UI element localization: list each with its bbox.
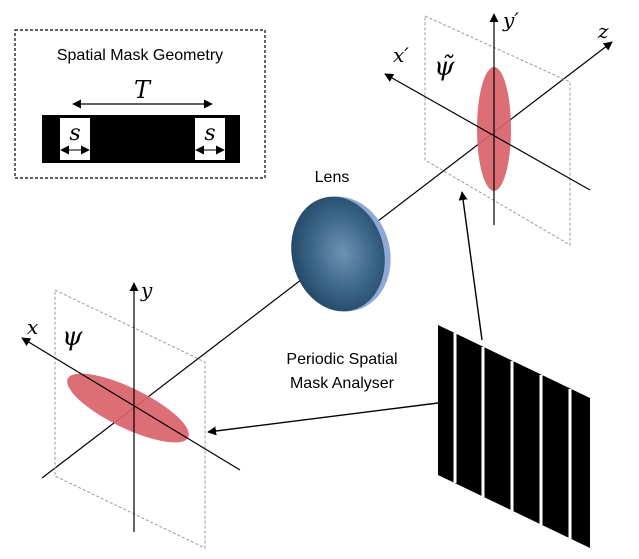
input-field-ellipse [67,373,189,443]
analyser-label-line2: Mask Analyser [290,375,395,392]
output-plane: x′ y′ z ψ̃ [384,8,609,246]
output-z-label: z [597,19,609,43]
input-plane-frame [54,289,206,549]
input-x-label: x [27,315,38,339]
input-y-label: y [140,278,153,302]
analyser-to-output-arrow [458,191,483,341]
analyser-mask [438,325,590,548]
analyser-label-line1: Periodic Spatial [286,351,397,368]
slit-left-label: s [69,121,80,146]
analyser-slits [453,333,572,539]
output-x-axis [384,73,591,191]
output-plane-frame [424,15,571,246]
period-label: T [134,76,152,104]
output-field-label: ψ̃ [434,52,455,82]
mask-analyser: Periodic Spatial Mask Analyser [207,191,590,548]
slit-right-label: s [204,121,215,146]
lens-body [291,196,385,312]
output-y-label: y′ [502,8,519,32]
inset-title: Spatial Mask Geometry [57,47,223,64]
lens: Lens [291,169,391,312]
input-x-axis [21,337,241,471]
input-plane: x y ψ [21,278,241,549]
analyser-to-input-arrow [207,402,439,436]
output-x-label: x′ [393,43,409,67]
lens-label: Lens [315,169,350,186]
inset-frame [14,29,266,179]
input-field-label: ψ [62,322,83,352]
mask-geometry-inset: Spatial Mask Geometry T s s [14,29,266,179]
